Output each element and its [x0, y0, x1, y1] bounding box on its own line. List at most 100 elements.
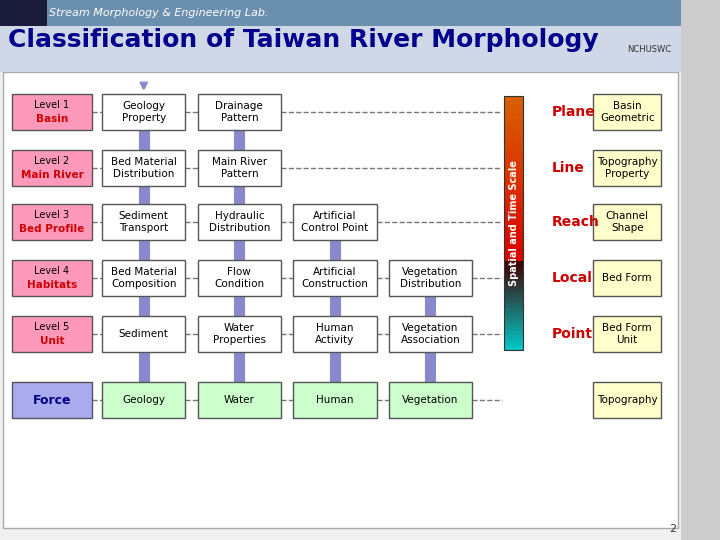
Bar	[504, 253, 523, 256]
Text: Vegetation: Vegetation	[402, 395, 459, 405]
Bar	[12, 150, 91, 186]
Bar	[504, 147, 523, 150]
Bar	[293, 260, 377, 296]
Bar	[0, 26, 681, 72]
Bar	[504, 335, 523, 338]
Bar	[504, 294, 523, 297]
Bar	[102, 150, 186, 186]
Bar	[504, 116, 523, 119]
Text: Bed Material
Distribution: Bed Material Distribution	[111, 157, 176, 179]
Bar	[504, 187, 523, 191]
Text: Stream Morphology & Engineering Lab.: Stream Morphology & Engineering Lab.	[49, 8, 269, 18]
Bar	[504, 320, 523, 322]
Text: Habitats: Habitats	[27, 280, 77, 290]
Text: Human
Activity: Human Activity	[315, 323, 354, 345]
Bar	[504, 299, 523, 302]
Text: Basin
Geometric: Basin Geometric	[600, 101, 654, 123]
Text: Level 5: Level 5	[35, 322, 70, 332]
Text: Bed Form: Bed Form	[603, 273, 652, 283]
Text: Topography
Property: Topography Property	[597, 157, 657, 179]
Bar	[593, 94, 661, 130]
Bar	[504, 238, 523, 241]
Text: Basin: Basin	[36, 114, 68, 124]
Text: Flow
Condition: Flow Condition	[215, 267, 264, 289]
Text: Bed Form
Unit: Bed Form Unit	[603, 323, 652, 345]
Bar	[504, 152, 523, 155]
Bar	[504, 177, 523, 180]
Bar	[504, 228, 523, 231]
Text: Level 2: Level 2	[35, 156, 70, 166]
Bar	[293, 382, 377, 418]
Text: Water: Water	[224, 395, 255, 405]
Bar	[504, 180, 523, 183]
Bar	[504, 276, 523, 279]
Bar	[504, 98, 523, 102]
Bar	[504, 195, 523, 198]
Bar	[198, 94, 281, 130]
Text: Geology: Geology	[122, 395, 166, 405]
Bar	[504, 235, 523, 239]
Bar	[504, 241, 523, 244]
Bar	[504, 287, 523, 289]
Bar	[504, 119, 523, 122]
Text: Sediment: Sediment	[119, 329, 168, 339]
Bar	[504, 322, 523, 325]
Bar	[293, 204, 377, 240]
Bar	[504, 202, 523, 206]
Bar	[504, 338, 523, 340]
Bar	[102, 260, 186, 296]
Bar	[504, 134, 523, 137]
Text: Local: Local	[552, 271, 593, 285]
Bar	[504, 150, 523, 152]
Text: Reach: Reach	[552, 215, 600, 229]
Bar	[198, 204, 281, 240]
Bar	[593, 316, 661, 352]
Bar	[504, 200, 523, 203]
Bar	[504, 246, 523, 249]
Bar	[504, 292, 523, 295]
Text: Topography: Topography	[597, 395, 657, 405]
Bar	[504, 170, 523, 173]
Bar	[0, 0, 681, 26]
Text: Hydraulic
Distribution: Hydraulic Distribution	[209, 211, 270, 233]
Bar	[504, 220, 523, 224]
Bar	[102, 316, 186, 352]
Text: Water
Properties: Water Properties	[213, 323, 266, 345]
Bar	[504, 106, 523, 109]
Bar	[504, 304, 523, 307]
Bar	[102, 382, 186, 418]
Bar	[504, 208, 523, 211]
Bar	[0, 0, 48, 26]
Bar	[504, 340, 523, 343]
Bar	[504, 139, 523, 142]
Text: 2: 2	[670, 524, 677, 534]
Bar	[504, 218, 523, 221]
Bar	[12, 204, 91, 240]
Bar	[504, 144, 523, 147]
Bar	[198, 382, 281, 418]
Text: Unit: Unit	[40, 336, 64, 346]
Bar	[504, 244, 523, 246]
Text: Spatial and Time Scale: Spatial and Time Scale	[509, 160, 518, 286]
Bar	[504, 132, 523, 134]
Bar	[504, 213, 523, 216]
Bar	[504, 347, 523, 350]
Text: Main River: Main River	[21, 170, 84, 180]
Bar	[504, 231, 523, 234]
Bar	[504, 251, 523, 254]
Bar	[504, 279, 523, 282]
Bar	[504, 342, 523, 346]
Bar	[389, 316, 472, 352]
Bar	[504, 325, 523, 328]
Bar	[504, 109, 523, 112]
Text: Main River
Pattern: Main River Pattern	[212, 157, 267, 179]
Bar	[504, 248, 523, 252]
Bar	[504, 101, 523, 104]
Bar	[504, 124, 523, 127]
Text: Level 3: Level 3	[35, 210, 70, 220]
Bar	[504, 271, 523, 274]
Bar	[504, 302, 523, 305]
Bar	[504, 296, 523, 300]
Bar	[504, 175, 523, 178]
Bar	[198, 316, 281, 352]
